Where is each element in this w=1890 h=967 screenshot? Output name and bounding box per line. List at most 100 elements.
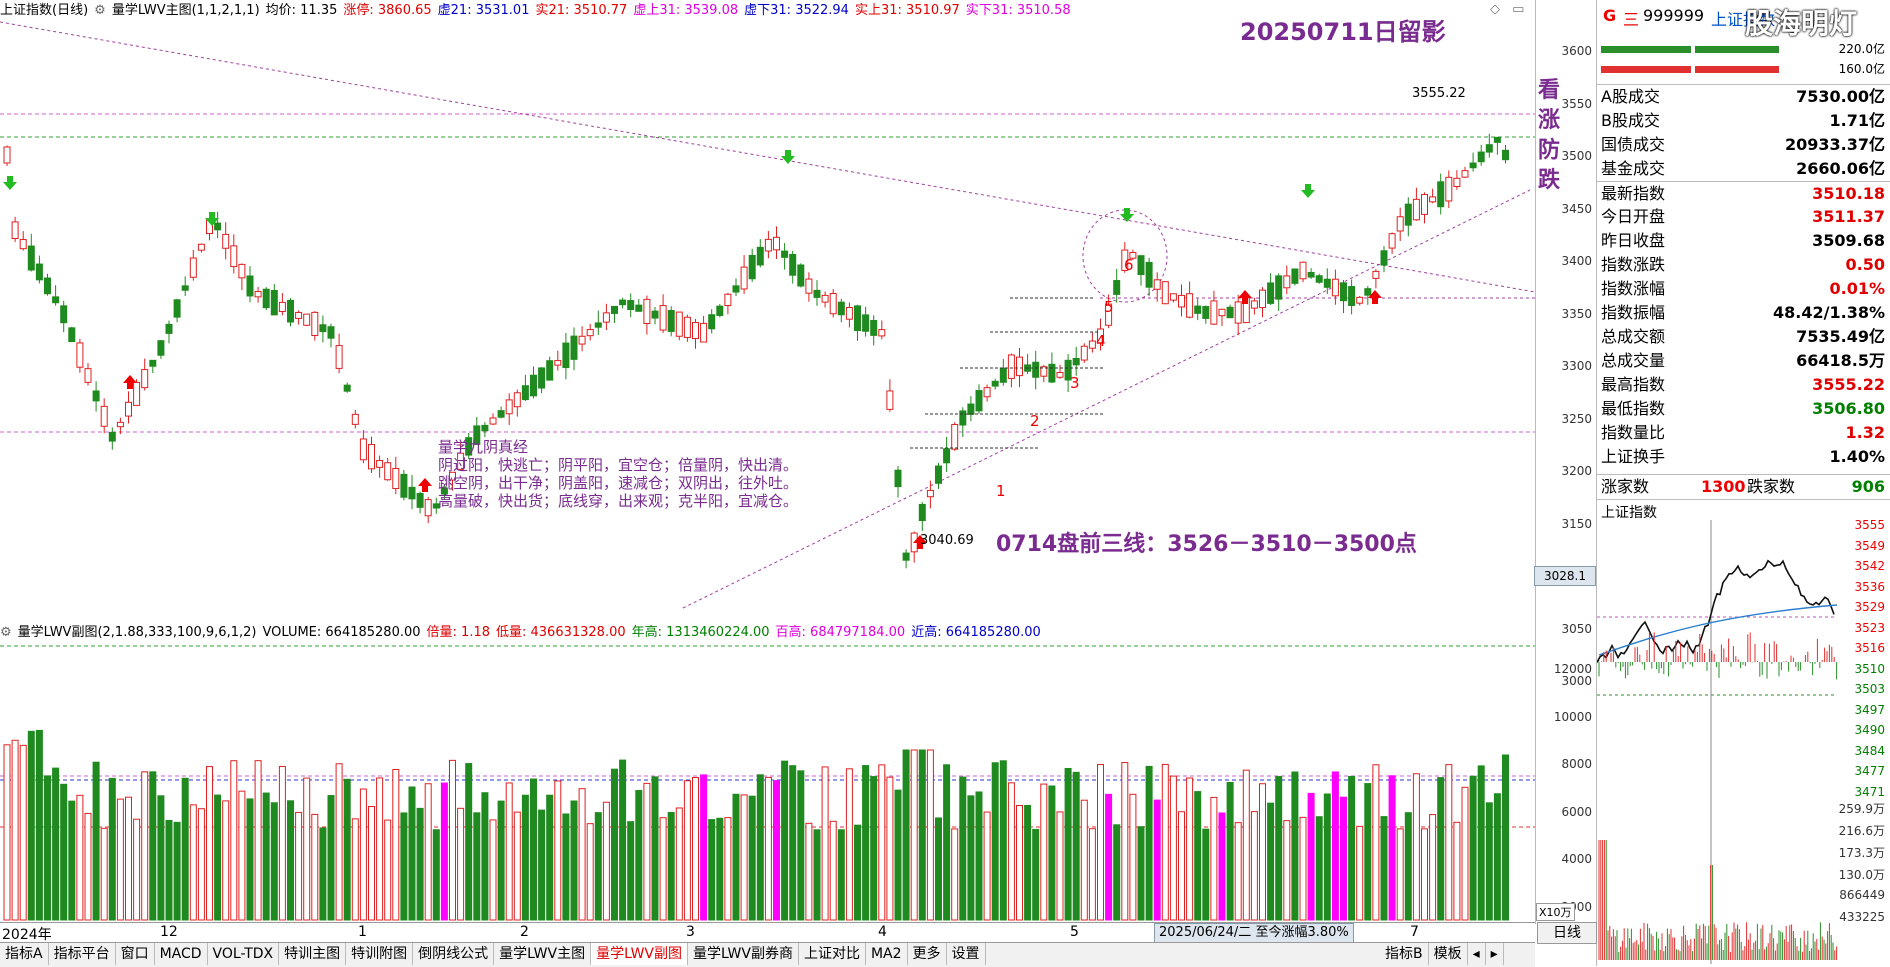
candle-body	[376, 460, 384, 468]
candle-body	[1153, 279, 1161, 290]
indicator-tab[interactable]: 指标平台	[49, 943, 116, 965]
candle-body	[1299, 261, 1307, 280]
candle-body	[1469, 162, 1477, 169]
indicator-tab[interactable]: VOL-TDX	[208, 943, 280, 965]
indicator-tab[interactable]: 上证对比	[799, 943, 866, 965]
indicator-tab[interactable]: MACD	[155, 943, 208, 965]
tab-template[interactable]: 模板	[1429, 943, 1468, 965]
candle-body	[1340, 282, 1347, 302]
volume-bar	[424, 783, 432, 921]
side-note-char: 看	[1537, 78, 1560, 103]
vol-bar-red	[1695, 66, 1779, 73]
volume-bar	[432, 829, 440, 921]
indicator-tab[interactable]: 倒阴线公式	[413, 943, 495, 965]
indicator-tab[interactable]: 量学LWV副券商	[688, 943, 799, 965]
indicator-tab[interactable]: 设置	[947, 943, 986, 965]
diamond-icon[interactable]: ◇	[1490, 2, 1500, 17]
tab-indicator-b[interactable]: 指标B	[1380, 943, 1429, 965]
indicator-tab[interactable]: 更多	[908, 943, 947, 965]
candle-body	[368, 443, 375, 470]
volume-bar	[951, 828, 959, 921]
price-tick: 3050	[1561, 621, 1592, 636]
indicator-tab[interactable]: 特训主图	[279, 943, 347, 965]
menu-icon[interactable]: 三	[1623, 10, 1640, 29]
candle-body	[708, 314, 716, 330]
sub-indicator-name[interactable]: 量学LWV副图(2,1.88,333,100,9,6,1,2)	[17, 625, 257, 640]
volume-header-value: 近高: 664185280.00	[911, 625, 1041, 640]
indicator-tab[interactable]: 量学LWV主图	[494, 943, 592, 965]
volume-bar	[659, 817, 667, 921]
intraday-chart[interactable]	[1597, 520, 1890, 964]
tab-daily[interactable]: 日线	[1537, 922, 1597, 944]
candle-body	[1421, 194, 1428, 215]
volume-bar	[84, 812, 92, 921]
volume-bar	[1356, 825, 1364, 921]
candle-body	[311, 311, 319, 336]
date-tick: 12	[160, 924, 178, 940]
price-tick: 3250	[1561, 411, 1592, 426]
volume-bar	[926, 749, 934, 921]
candle-body	[1129, 252, 1137, 259]
volume-bar	[845, 768, 853, 921]
level-number: 3	[1070, 374, 1080, 392]
header-value: 实21: 3510.77	[535, 3, 628, 18]
candle-body	[1493, 136, 1501, 143]
volume-bar	[1210, 796, 1218, 921]
volume-bar	[254, 760, 262, 921]
volume-bar	[1064, 767, 1072, 921]
candle-body	[359, 438, 367, 461]
candle-body	[797, 264, 805, 287]
kline-canvas[interactable]	[0, 0, 1536, 622]
candle-body	[157, 340, 165, 356]
volume-bar	[562, 813, 570, 921]
volume-bar	[270, 802, 278, 921]
indicator-tab[interactable]: 窗口	[116, 943, 155, 965]
volume-bar	[910, 749, 918, 921]
volume-bar	[392, 769, 400, 921]
vol-bar-green	[1601, 46, 1691, 53]
indicator-tab[interactable]: 指标A	[0, 943, 49, 965]
highlight-circle	[1082, 209, 1168, 303]
window-toggle-icon[interactable]: ▭	[1512, 2, 1525, 17]
candle-body	[773, 236, 780, 251]
volume-chart[interactable]: ⚙ 量学LWV副图(2,1.88,333,100,9,6,1,2) VOLUME: …	[0, 622, 1535, 924]
up-count-value: 1300	[1701, 477, 1746, 496]
candle-body	[675, 311, 683, 337]
candle-body	[894, 469, 902, 488]
indicator-tab[interactable]: MA2	[866, 943, 908, 965]
quote-value: 3510.18	[1812, 184, 1885, 203]
volume-bar	[1429, 814, 1437, 921]
candle-body	[497, 410, 505, 418]
candle-body	[262, 288, 270, 309]
intraday-price-tick: 3523	[1854, 620, 1885, 635]
volume-bar	[643, 782, 651, 921]
scroll-left-icon[interactable]: ◂	[1468, 943, 1486, 965]
volume-bar	[1056, 811, 1064, 921]
intraday-price-line	[1597, 559, 1835, 663]
down-count-label: 跌家数	[1747, 477, 1796, 496]
candle-body	[100, 405, 108, 427]
candle-body	[935, 465, 942, 484]
indicator-tab[interactable]: 量学LWV副图	[591, 943, 689, 965]
candle-body	[667, 310, 675, 332]
scroll-right-icon[interactable]: ▸	[1486, 943, 1504, 965]
main-kline-chart[interactable]: 上证指数(日线) ⚙ 量学LWV主图(1,1,2,1,1) 均价: 11.35 涨停: …	[0, 0, 1560, 622]
gear-icon[interactable]: ⚙	[94, 3, 106, 18]
volume-bar	[133, 818, 141, 921]
indicator-name[interactable]: 量学LWV主图(1,1,2,1,1)	[111, 3, 260, 18]
candle-body	[125, 401, 132, 417]
candle-body	[1056, 371, 1064, 378]
quote-row: 最新指数 3510.18	[1597, 181, 1890, 206]
volume-bar	[586, 823, 594, 921]
volume-canvas[interactable]	[0, 622, 1535, 922]
quote-label: 总成交额	[1601, 327, 1666, 346]
gear-icon[interactable]: ⚙	[0, 625, 12, 640]
g-flag[interactable]: G	[1603, 6, 1617, 25]
candle-body	[943, 448, 951, 464]
volume-bar	[1461, 786, 1469, 921]
volume-bar	[1097, 764, 1104, 921]
volume-bar	[343, 778, 351, 921]
indicator-tab[interactable]: 特训附图	[346, 943, 414, 965]
poem-line: 高量破，快出货；底线穿，出来观；克半阳，宜减仓。	[438, 492, 799, 510]
price-axis: 3600 3550 3500 3450 3400 3350 3300 3250 3200 3150…	[1534, 0, 1596, 924]
